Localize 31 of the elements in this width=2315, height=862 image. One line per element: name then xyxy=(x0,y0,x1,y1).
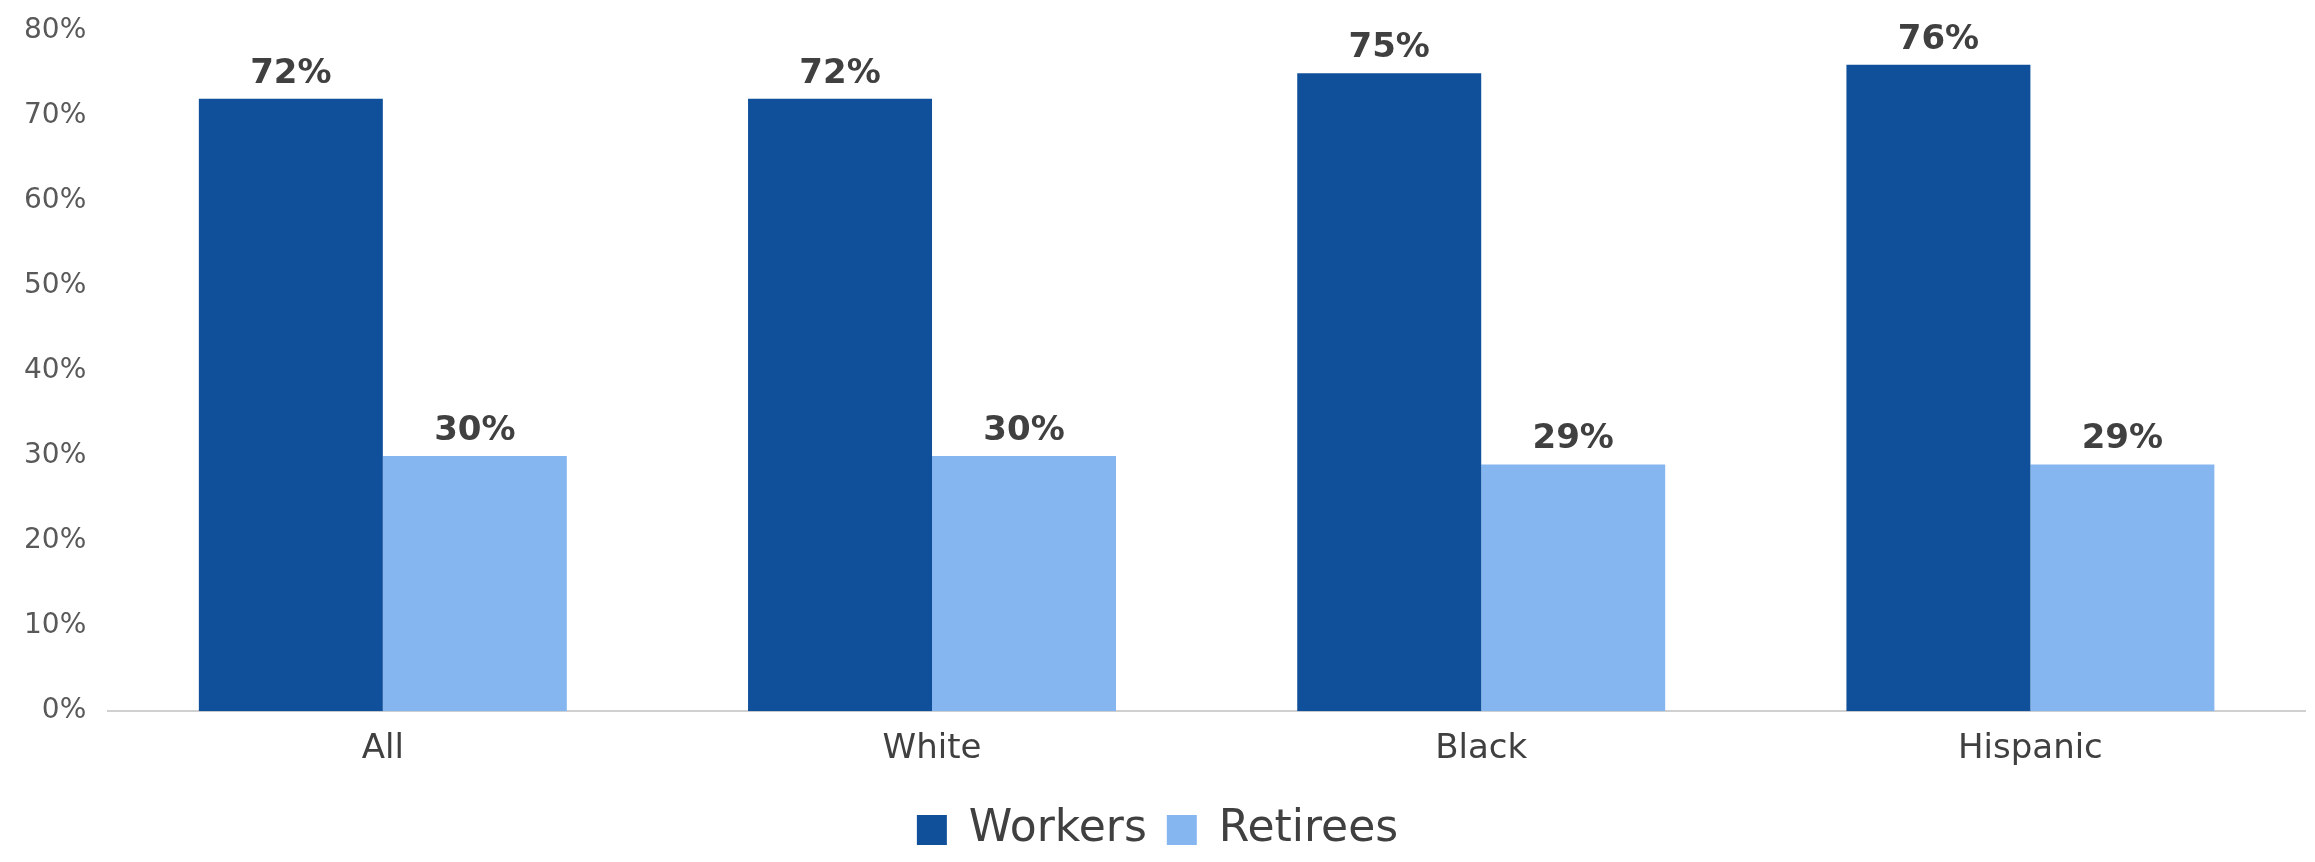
y-tick-label: 20% xyxy=(24,522,87,556)
bar xyxy=(382,456,567,712)
x-tick-label: Black xyxy=(1435,726,1528,767)
bar xyxy=(1481,464,1666,712)
bar xyxy=(1846,64,2031,712)
x-tick-label: Hispanic xyxy=(1957,726,2103,767)
x-tick-label: White xyxy=(882,726,982,767)
data-label: 72% xyxy=(250,50,332,91)
y-tick-label: 50% xyxy=(24,267,87,301)
y-tick-label: 60% xyxy=(24,182,87,216)
bar xyxy=(198,98,383,712)
data-label: 76% xyxy=(1897,16,1980,57)
x-tick-label: All xyxy=(361,726,404,767)
y-tick-label: 0% xyxy=(41,692,87,726)
data-label: 75% xyxy=(1348,25,1430,66)
data-label: 29% xyxy=(1532,416,1614,457)
y-tick-label: 10% xyxy=(24,607,87,641)
y-tick-label: 30% xyxy=(24,437,87,471)
bar xyxy=(2030,464,2215,712)
legend-label: Workers xyxy=(968,800,1147,852)
y-tick-label: 40% xyxy=(24,352,87,386)
data-label: 30% xyxy=(434,407,516,448)
bar xyxy=(748,98,933,712)
data-label: 72% xyxy=(799,50,881,91)
legend-label: Retirees xyxy=(1218,800,1399,852)
data-label: 29% xyxy=(2081,416,2164,457)
y-tick-label: 70% xyxy=(24,97,87,131)
data-label: 30% xyxy=(983,407,1065,448)
y-tick-label: 80% xyxy=(24,12,87,46)
bar xyxy=(1297,73,1482,712)
bar xyxy=(932,456,1116,712)
